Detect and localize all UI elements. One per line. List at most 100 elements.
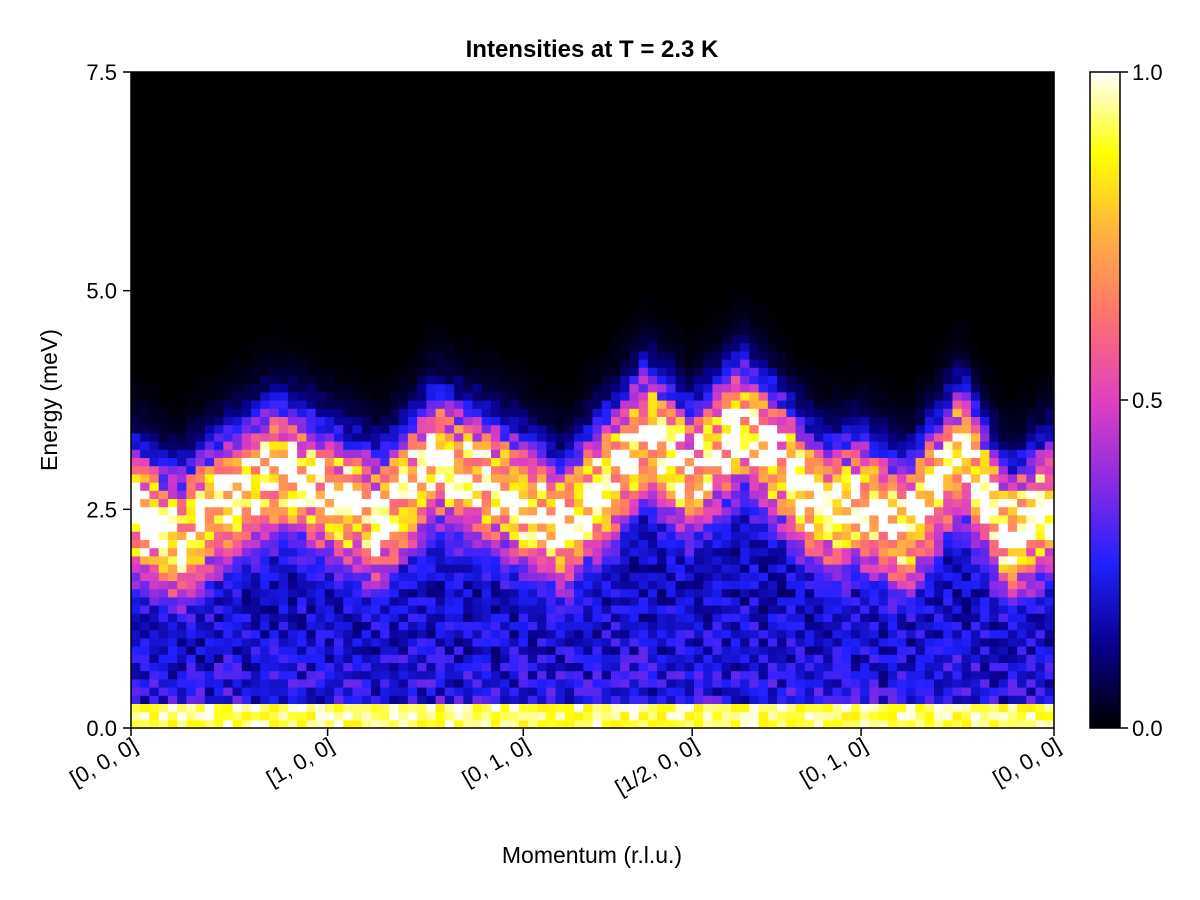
heatmap-cell <box>472 154 483 163</box>
heatmap-cell <box>214 318 224 327</box>
heatmap-cell <box>647 596 658 606</box>
heatmap-cell <box>361 318 372 327</box>
heatmap-cell <box>647 473 658 483</box>
heatmap-cell <box>620 80 631 89</box>
heatmap-cell <box>370 383 381 393</box>
heatmap-cell <box>555 227 566 237</box>
heatmap-cell <box>370 482 381 491</box>
heatmap-cell <box>269 277 280 286</box>
heatmap-cell <box>186 678 197 688</box>
heatmap-cell <box>140 391 151 401</box>
heatmap-cell <box>472 391 483 401</box>
heatmap-cell <box>647 326 658 335</box>
heatmap-cell <box>481 236 492 245</box>
heatmap-cell <box>370 662 381 672</box>
heatmap-cell <box>675 506 686 516</box>
heatmap-cell <box>223 539 234 549</box>
heatmap-cell <box>527 711 538 721</box>
heatmap-cell <box>694 719 704 729</box>
heatmap-cell <box>537 547 547 557</box>
heatmap-cell <box>657 178 667 188</box>
heatmap-cell <box>500 186 511 196</box>
heatmap-cell <box>454 104 464 114</box>
heatmap-cell <box>158 285 169 294</box>
heatmap-cell <box>537 449 547 458</box>
heatmap-cell <box>407 293 418 303</box>
heatmap-cell <box>583 219 594 229</box>
heatmap-cell <box>214 244 224 253</box>
heatmap-cell <box>232 350 243 360</box>
heatmap-cell <box>241 88 252 98</box>
heatmap-cell <box>370 711 381 721</box>
heatmap-cell <box>435 145 446 155</box>
heatmap-cell <box>583 72 594 81</box>
heatmap-cell <box>398 383 409 393</box>
heatmap-cell <box>241 342 252 352</box>
heatmap-cell <box>638 162 649 171</box>
heatmap-cell <box>195 695 206 704</box>
heatmap-cell <box>241 646 252 655</box>
heatmap-cell <box>463 547 474 557</box>
heatmap-cell <box>269 318 280 327</box>
heatmap-cell <box>426 326 437 335</box>
heatmap-cell <box>380 186 391 196</box>
heatmap-cell <box>167 416 178 426</box>
heatmap-cell <box>684 383 695 393</box>
heatmap-cell <box>675 80 686 89</box>
heatmap-cell <box>417 629 427 639</box>
heatmap-cell <box>407 285 418 294</box>
heatmap-cell <box>527 580 538 590</box>
heatmap-cell <box>583 424 594 434</box>
heatmap-cell <box>343 211 354 221</box>
heatmap-cell <box>241 523 252 532</box>
heatmap-cell <box>149 391 160 401</box>
heatmap-cell <box>666 457 677 467</box>
heatmap-cell <box>684 490 695 499</box>
heatmap-cell <box>269 441 280 450</box>
heatmap-cell <box>315 400 326 409</box>
heatmap-cell <box>380 268 391 278</box>
heatmap-cell <box>398 178 409 188</box>
heatmap-cell <box>629 416 640 426</box>
heatmap-cell <box>610 219 621 229</box>
heatmap-cell <box>306 400 317 409</box>
heatmap-cell <box>601 482 612 491</box>
heatmap-cell <box>546 309 557 319</box>
heatmap-cell <box>241 416 252 426</box>
heatmap-cell <box>629 72 640 81</box>
heatmap-cell <box>500 375 511 385</box>
heatmap-cell <box>306 662 317 672</box>
heatmap-cell <box>167 195 178 204</box>
heatmap-cell <box>490 80 501 89</box>
heatmap-cell <box>158 293 169 303</box>
heatmap-cell <box>140 178 151 188</box>
heatmap-cell <box>500 588 511 598</box>
heatmap-cell <box>583 564 594 573</box>
heatmap-cell <box>260 203 271 212</box>
heatmap-cell <box>444 178 455 188</box>
heatmap-cell <box>334 613 344 622</box>
heatmap-cell <box>361 285 372 294</box>
heatmap-cell <box>500 301 511 311</box>
heatmap-cell <box>601 334 612 344</box>
heatmap-cell <box>177 432 187 442</box>
heatmap-cell <box>703 547 714 557</box>
heatmap-cell <box>343 318 354 327</box>
heatmap-cell <box>177 424 187 434</box>
heatmap-cell <box>380 711 391 721</box>
heatmap-cell <box>564 670 575 680</box>
heatmap-cell <box>684 154 695 163</box>
heatmap-cell <box>260 227 271 237</box>
heatmap-cell <box>204 646 215 655</box>
heatmap-cell <box>195 383 206 393</box>
heatmap-cell <box>574 227 584 237</box>
heatmap-cell <box>638 375 649 385</box>
heatmap-cell <box>380 588 391 598</box>
heatmap-cell <box>315 613 326 622</box>
heatmap-cell <box>407 162 418 171</box>
heatmap-cell <box>610 301 621 311</box>
heatmap-cell <box>620 326 631 335</box>
heatmap-cell <box>140 342 151 352</box>
heatmap-cell <box>214 72 224 81</box>
heatmap-cell <box>417 580 427 590</box>
